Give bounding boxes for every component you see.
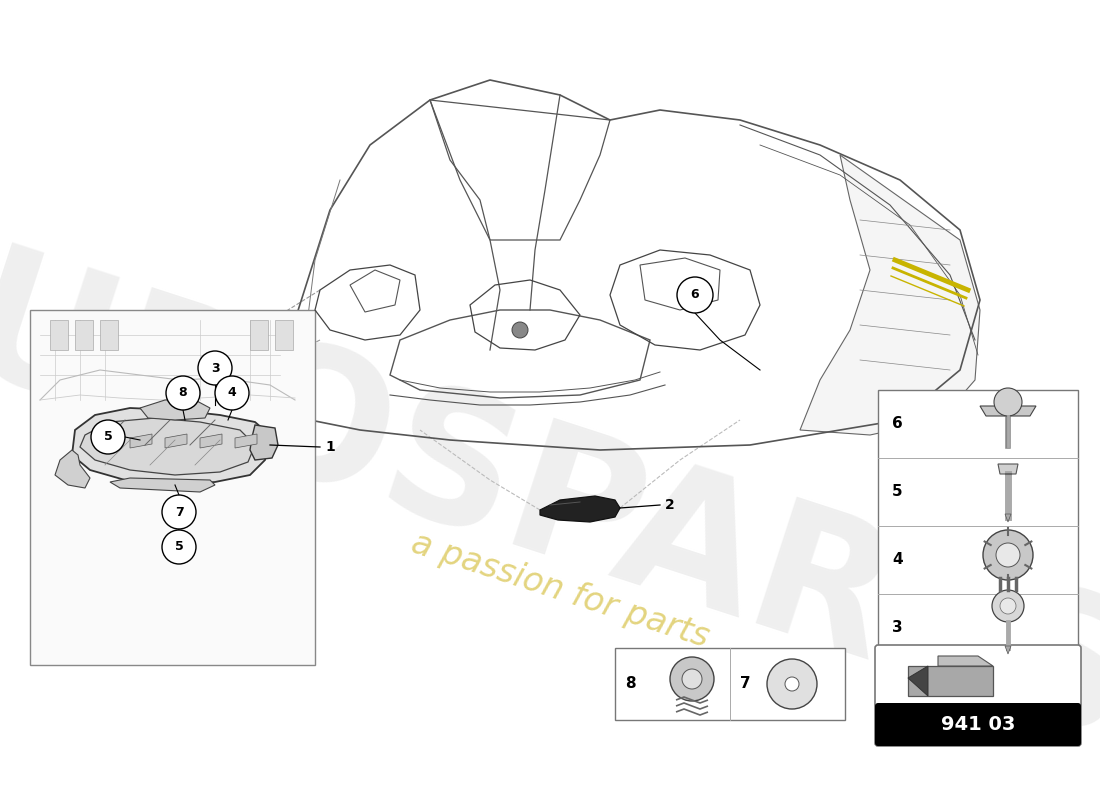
Circle shape: [162, 495, 196, 529]
Polygon shape: [1005, 646, 1011, 654]
Circle shape: [682, 669, 702, 689]
Polygon shape: [250, 425, 278, 460]
Circle shape: [162, 530, 196, 564]
Circle shape: [198, 351, 232, 385]
Text: 5: 5: [175, 541, 184, 554]
Circle shape: [676, 277, 713, 313]
Text: 1: 1: [324, 440, 334, 454]
Circle shape: [992, 590, 1024, 622]
Text: 7: 7: [175, 506, 184, 518]
Circle shape: [214, 376, 249, 410]
Polygon shape: [908, 666, 993, 696]
Text: 941 03: 941 03: [940, 714, 1015, 734]
Bar: [878, 706, 1078, 743]
Polygon shape: [72, 408, 270, 485]
Polygon shape: [235, 434, 257, 448]
Text: 4: 4: [892, 553, 903, 567]
Circle shape: [670, 657, 714, 701]
Polygon shape: [80, 418, 255, 475]
Text: 4: 4: [228, 386, 236, 399]
Bar: [30, 310, 315, 665]
Text: 5: 5: [103, 430, 112, 443]
Text: 8: 8: [178, 386, 187, 399]
Text: 5: 5: [892, 485, 903, 499]
Polygon shape: [130, 434, 152, 448]
Polygon shape: [800, 155, 980, 435]
Bar: [100, 320, 118, 350]
Polygon shape: [110, 478, 214, 492]
Polygon shape: [200, 434, 222, 448]
Bar: [250, 320, 268, 350]
Polygon shape: [95, 434, 117, 448]
Circle shape: [166, 376, 200, 410]
Polygon shape: [55, 450, 90, 488]
Text: 3: 3: [211, 362, 219, 374]
Text: 6: 6: [691, 289, 700, 302]
Polygon shape: [540, 496, 620, 522]
Circle shape: [994, 388, 1022, 416]
Circle shape: [91, 420, 125, 454]
Bar: [75, 320, 94, 350]
Bar: [50, 320, 68, 350]
Bar: [275, 320, 293, 350]
Polygon shape: [140, 400, 210, 420]
Circle shape: [785, 677, 799, 691]
Polygon shape: [938, 656, 993, 666]
Bar: [615, 648, 845, 720]
Text: a passion for parts: a passion for parts: [407, 526, 713, 654]
Text: 8: 8: [625, 677, 636, 691]
Polygon shape: [980, 406, 1036, 416]
FancyBboxPatch shape: [874, 645, 1081, 746]
FancyBboxPatch shape: [874, 703, 1081, 746]
Polygon shape: [165, 434, 187, 448]
Circle shape: [983, 530, 1033, 580]
Circle shape: [767, 659, 817, 709]
Circle shape: [1000, 598, 1016, 614]
Circle shape: [996, 543, 1020, 567]
Text: 2: 2: [666, 498, 674, 512]
Circle shape: [512, 322, 528, 338]
Polygon shape: [1005, 514, 1011, 522]
Text: 6: 6: [892, 417, 903, 431]
Polygon shape: [908, 666, 928, 696]
Text: EUROSPARES: EUROSPARES: [0, 199, 1100, 781]
Bar: [878, 390, 1078, 662]
Text: 3: 3: [892, 621, 903, 635]
Polygon shape: [998, 464, 1018, 474]
Text: 7: 7: [740, 677, 750, 691]
